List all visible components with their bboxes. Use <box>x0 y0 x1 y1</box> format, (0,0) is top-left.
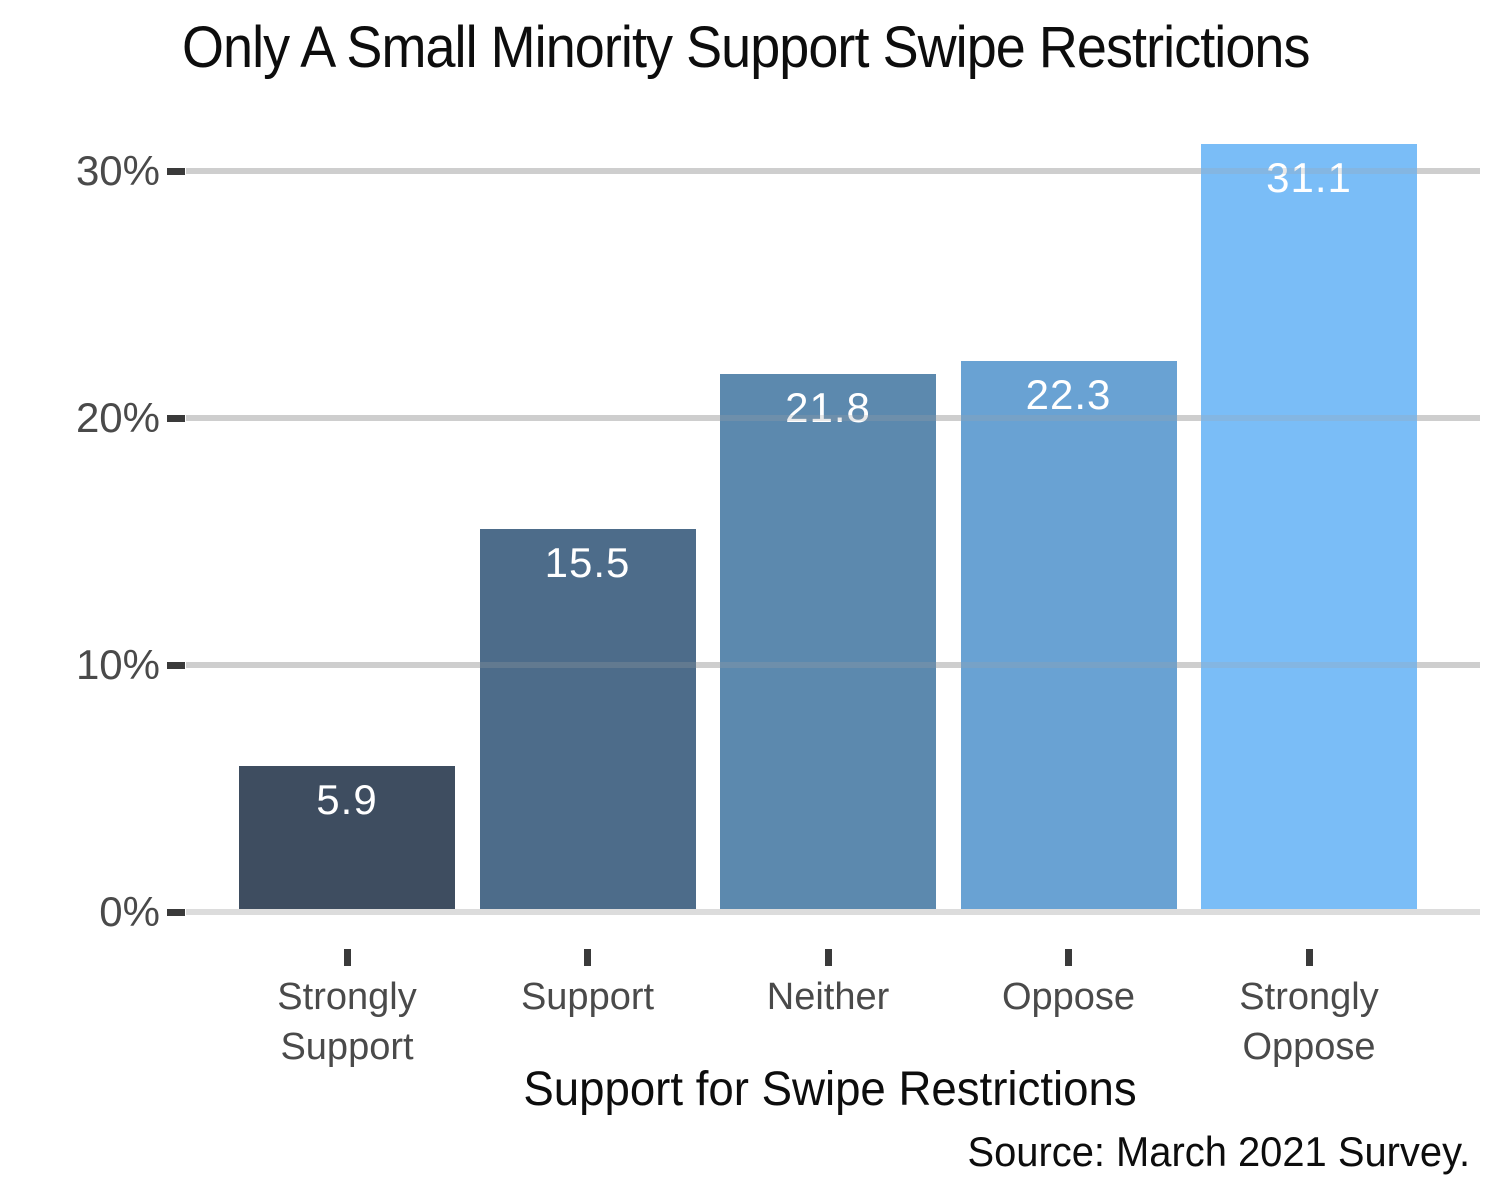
bar-value-label: 5.9 <box>316 776 378 824</box>
x-axis-baseline <box>186 909 1480 915</box>
y-tick-mark <box>167 167 185 175</box>
bar-strongly-support: 5.9 <box>239 766 455 910</box>
x-tick-label-neither: Neither <box>766 976 890 1018</box>
gridline-30% <box>186 168 1480 174</box>
y-tick-label: 10% <box>75 641 160 688</box>
x-tick-mark <box>1065 949 1072 966</box>
gridline-overlay-30% <box>186 168 1480 174</box>
bar-support: 15.5 <box>479 529 696 910</box>
y-tick-label: 0% <box>99 888 160 935</box>
bar-value-label: 22.3 <box>1025 371 1112 419</box>
gridline-overlay-20% <box>186 415 1480 421</box>
bar-value-label: 21.8 <box>785 383 871 431</box>
bar-value-label: 31.1 <box>1266 153 1352 201</box>
gridline-overlay-10% <box>186 662 1480 668</box>
x-tick-mark <box>1305 949 1313 966</box>
x-tick-label-support: Support <box>520 976 655 1018</box>
y-tick-label: 20% <box>75 394 160 441</box>
source-note: Source: March 2021 Survey. <box>967 1128 1470 1175</box>
x-tick-mark <box>824 949 832 966</box>
bar-oppose: 22.3 <box>960 361 1177 910</box>
x-tick-mark <box>584 949 591 966</box>
bar-strongly-oppose: 31.1 <box>1201 143 1417 910</box>
x-tick-label-oppose: Oppose <box>1001 976 1136 1018</box>
y-tick-mark <box>167 661 185 669</box>
x-tick-label-strongly-oppose: Strongly Oppose <box>1239 976 1379 1069</box>
x-tick-mark <box>343 949 351 966</box>
y-tick-label: 30% <box>75 147 160 194</box>
y-tick-mark <box>167 414 185 422</box>
chart-title: Only A Small Minority Support Swipe Rest… <box>182 15 1310 80</box>
x-axis-title: Support for Swipe Restrictions <box>523 1063 1137 1116</box>
bar-neither: 21.8 <box>720 373 936 910</box>
y-tick-mark <box>167 908 185 916</box>
x-tick-label-strongly-support: Strongly Support <box>277 976 417 1069</box>
bar-value-label: 15.5 <box>544 539 631 587</box>
